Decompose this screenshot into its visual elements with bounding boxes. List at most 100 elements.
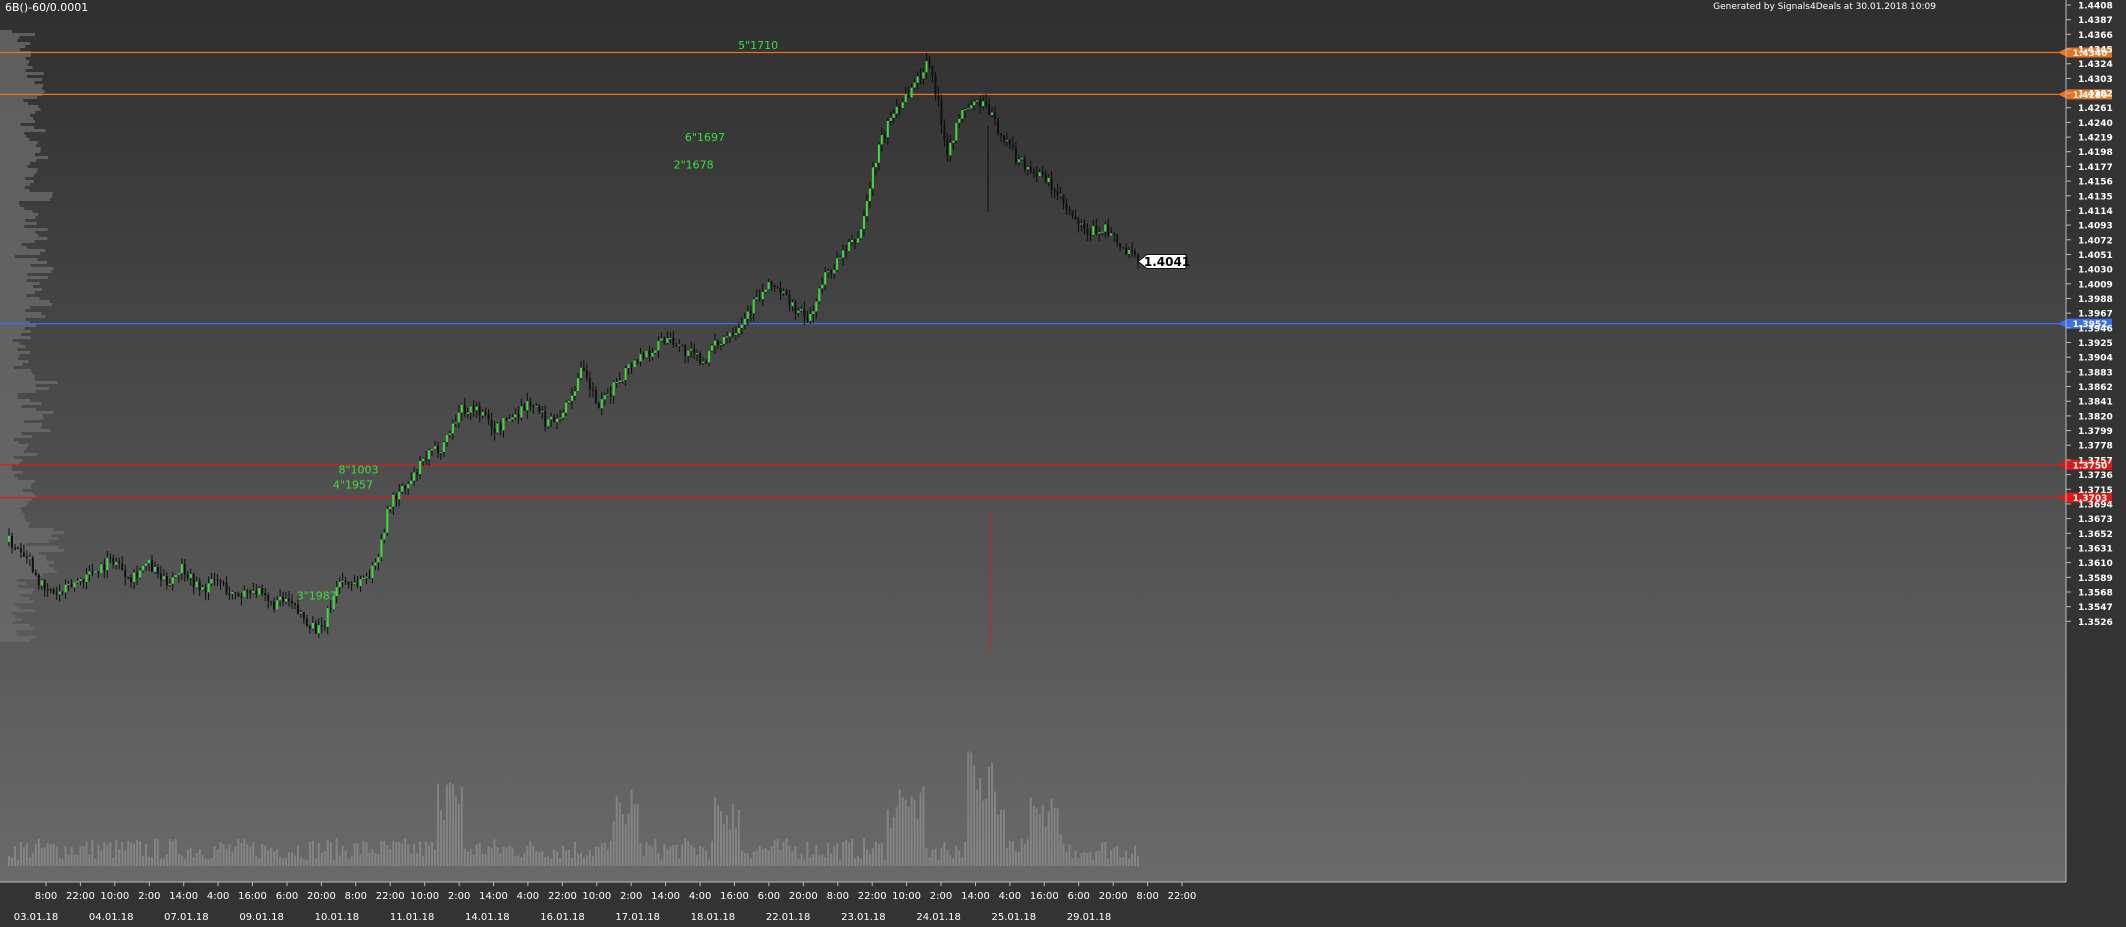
- candle-body: [308, 626, 311, 629]
- candle-body: [880, 135, 883, 145]
- volume-bar: [523, 852, 526, 866]
- profile-bar: [0, 186, 25, 189]
- y-tick-label: 1.3883: [2078, 368, 2113, 378]
- volume-bar: [413, 844, 416, 866]
- profile-bar: [0, 141, 38, 144]
- volume-bar: [317, 843, 320, 866]
- horizontal-levels[interactable]: 1.4340 1.4280 1.3952 1.3750 1.3703: [0, 47, 2112, 505]
- x-date-label: 11.01.18: [390, 912, 435, 923]
- level-tag-label: 1.3703: [2073, 494, 2108, 504]
- time-axis: 8:00 22:00 10:00 2:00 14:00 4:00 16:00 6:00 20:0…: [14, 882, 1196, 923]
- volume-bar: [133, 844, 136, 866]
- candle-body: [627, 364, 630, 368]
- volume-bar: [305, 860, 308, 866]
- volume-bar: [898, 788, 901, 866]
- candle-body: [517, 414, 520, 418]
- candle-body: [422, 458, 425, 461]
- y-tick-label: 1.3673: [2078, 515, 2113, 525]
- volume-bar: [395, 842, 398, 866]
- candle-body: [40, 580, 43, 586]
- candle-body: [702, 361, 705, 363]
- profile-bar: [0, 48, 21, 51]
- candle-body: [100, 564, 103, 574]
- volume-bar: [550, 858, 553, 866]
- profile-bar: [0, 90, 45, 93]
- candle-body: [237, 593, 240, 597]
- volume-bar: [37, 839, 40, 866]
- volume-bar: [1014, 851, 1017, 866]
- volume-bar: [1110, 850, 1113, 866]
- profile-bar: [0, 36, 20, 39]
- volume-bar: [961, 857, 964, 866]
- profile-bar: [0, 72, 44, 75]
- volume-bar: [73, 854, 76, 866]
- volume-bar: [139, 841, 142, 866]
- profile-bar: [0, 339, 13, 342]
- candle-body: [97, 571, 100, 574]
- volume-bar: [645, 842, 648, 866]
- volume-bar: [758, 846, 761, 866]
- volume-bar: [827, 843, 830, 866]
- volume-bar: [749, 858, 752, 866]
- x-tick-label: 14:00: [651, 891, 680, 902]
- candle-body: [550, 416, 553, 420]
- volume-bar: [377, 854, 380, 866]
- volume-bar: [142, 855, 145, 866]
- candle-body: [663, 338, 666, 343]
- volume-bar: [55, 846, 58, 866]
- volume-bar: [877, 844, 880, 866]
- volume-bar: [127, 840, 130, 866]
- profile-bar: [0, 399, 31, 402]
- profile-bar: [0, 318, 26, 321]
- y-tick-label: 1.3820: [2078, 412, 2113, 422]
- candle-body: [22, 552, 25, 557]
- candle-body: [660, 338, 663, 341]
- volume-bar: [499, 853, 502, 866]
- profile-bar: [0, 228, 48, 231]
- volume-bar: [28, 857, 31, 866]
- profile-bar: [0, 87, 43, 90]
- volume-bar: [25, 843, 28, 866]
- volume-bar: [285, 858, 287, 866]
- candle-body: [85, 574, 88, 583]
- volume-bar: [91, 840, 94, 866]
- volume-bar: [335, 838, 338, 866]
- profile-bar: [0, 618, 22, 621]
- candle-body: [1125, 247, 1128, 255]
- volume-bar: [34, 844, 37, 866]
- profile-bar: [0, 435, 33, 438]
- x-date-label: 18.01.18: [691, 912, 736, 923]
- candle-body: [466, 412, 469, 414]
- volume-bar: [1032, 806, 1035, 866]
- candle-body: [228, 593, 231, 595]
- volume-bar: [398, 842, 401, 866]
- profile-bar: [0, 249, 46, 252]
- volume-bar: [1095, 851, 1098, 866]
- candle-body: [270, 601, 273, 602]
- profile-bar: [0, 591, 33, 594]
- candle-body: [11, 535, 13, 548]
- candle-body: [836, 258, 839, 270]
- volume-bar: [740, 850, 743, 866]
- x-tick-label: 22:00: [66, 891, 95, 902]
- candle-body: [722, 336, 725, 344]
- x-tick-label: 22:00: [548, 891, 577, 902]
- volume-bar: [1053, 807, 1056, 866]
- candle-body: [672, 338, 675, 346]
- profile-bar: [0, 489, 23, 492]
- candle-body: [818, 288, 821, 302]
- candle-body: [642, 354, 645, 358]
- profile-bar: [0, 114, 30, 117]
- y-tick-label: 1.3841: [2078, 398, 2113, 408]
- volume-bar: [663, 843, 666, 866]
- volume-bar: [770, 846, 773, 866]
- candle-body: [1104, 224, 1107, 232]
- profile-bar: [0, 483, 32, 486]
- candle-body: [177, 573, 180, 575]
- volume-bar: [1038, 814, 1041, 866]
- profile-bar: [0, 414, 43, 417]
- profile-bar: [0, 474, 15, 477]
- volume-bar: [901, 797, 904, 866]
- candle-body: [425, 458, 428, 460]
